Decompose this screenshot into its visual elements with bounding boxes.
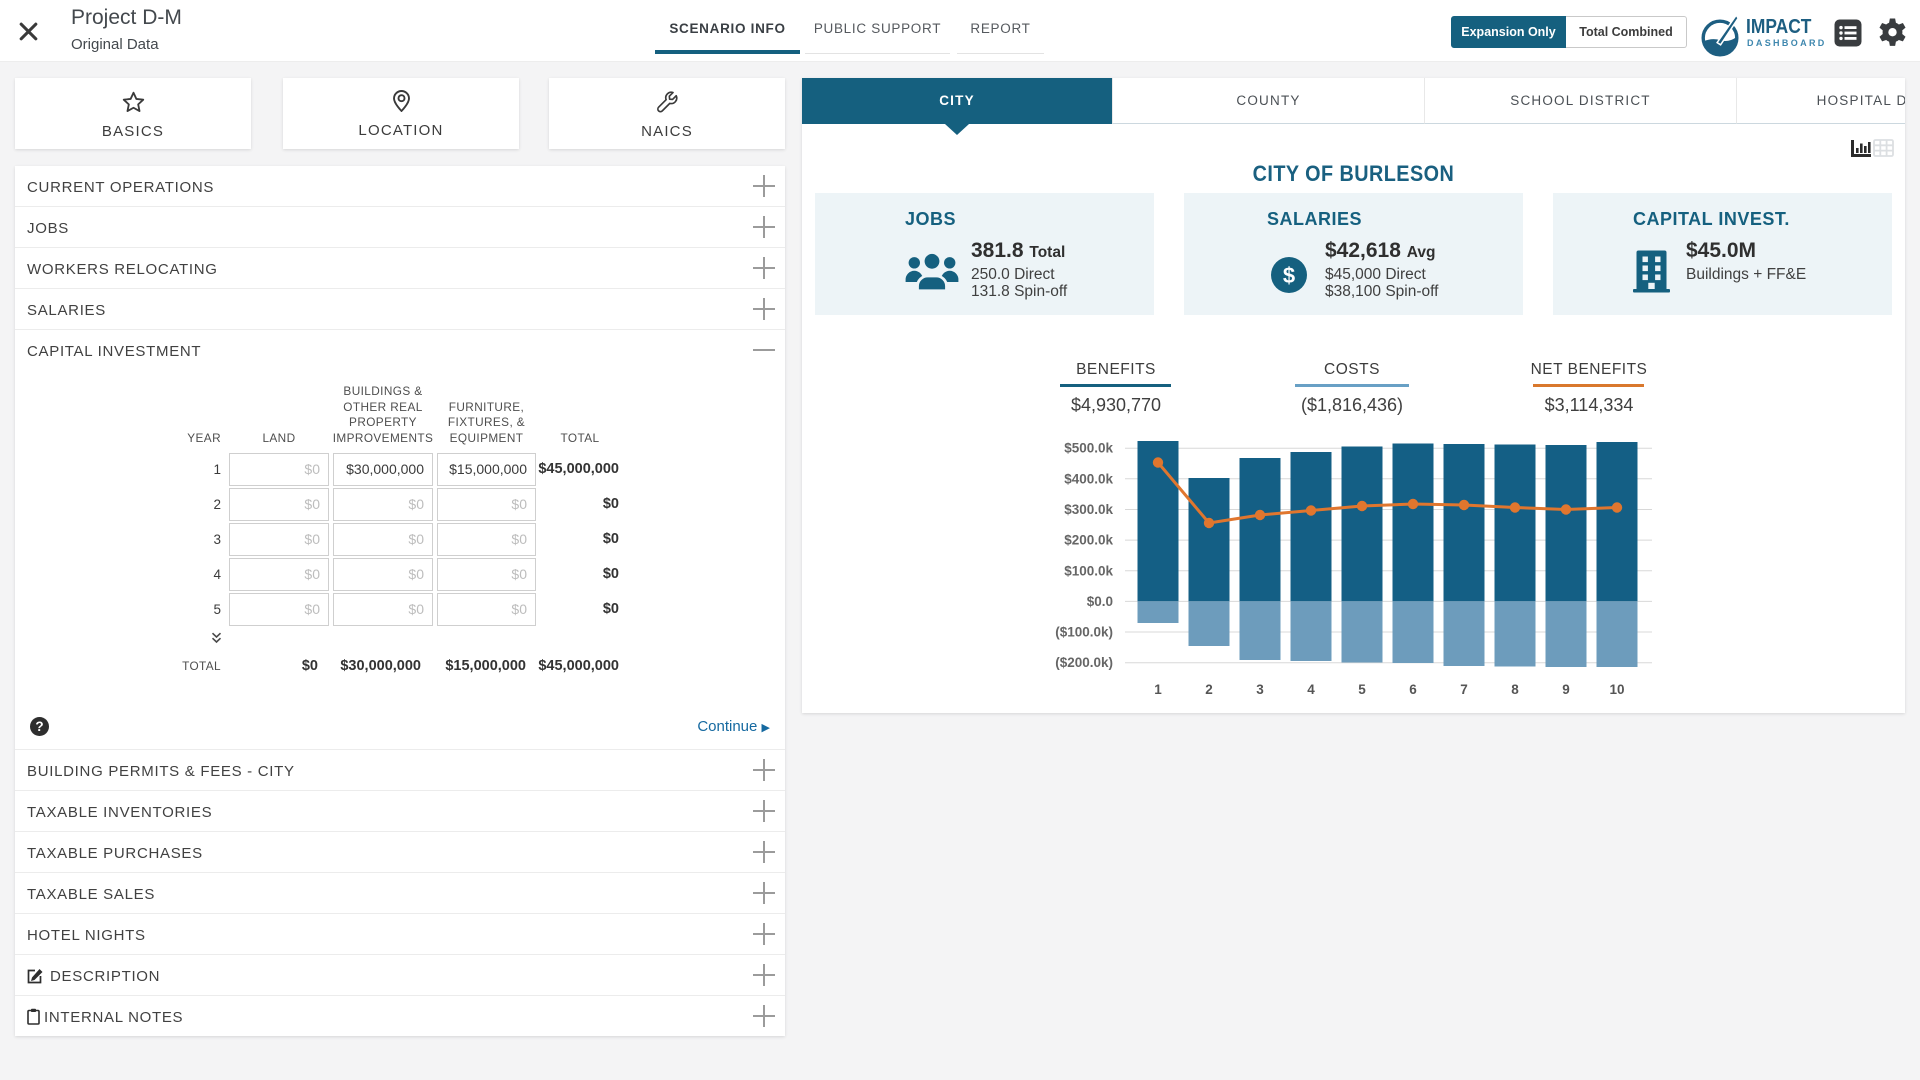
svg-text:$: $ [1283,263,1295,288]
svg-text:$100.0k: $100.0k [1064,563,1113,578]
svg-text:10: 10 [1609,682,1624,697]
svg-text:($100.0k): ($100.0k) [1055,625,1113,640]
svg-text:$400.0k: $400.0k [1064,471,1113,486]
svg-text:2: 2 [1205,682,1213,697]
svg-text:8: 8 [1511,682,1519,697]
svg-text:6: 6 [1409,682,1417,697]
svg-text:$500.0k: $500.0k [1064,441,1113,456]
svg-text:($200.0k): ($200.0k) [1055,655,1113,670]
svg-text:5: 5 [1358,682,1366,697]
svg-text:4: 4 [1307,682,1315,697]
svg-text:3: 3 [1256,682,1264,697]
svg-text:$0.0: $0.0 [1087,594,1113,609]
svg-text:$200.0k: $200.0k [1064,533,1113,548]
svg-text:1: 1 [1154,682,1162,697]
svg-text:7: 7 [1460,682,1468,697]
svg-text:9: 9 [1562,682,1570,697]
svg-text:$300.0k: $300.0k [1064,502,1113,517]
